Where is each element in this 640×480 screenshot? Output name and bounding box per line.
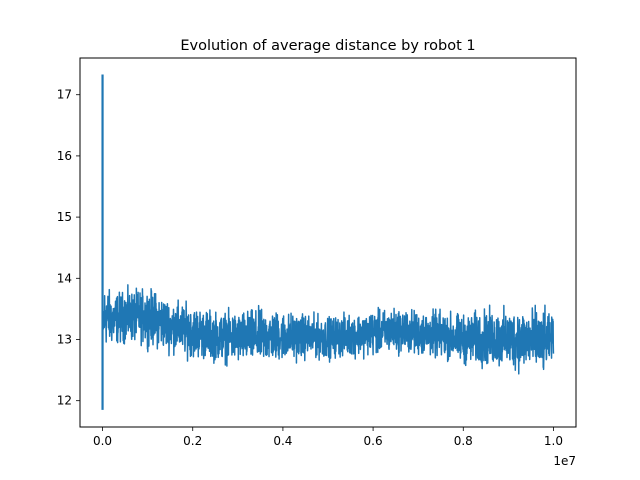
y-tick-label: 17 — [57, 88, 72, 102]
x-axis: 0.0 0.2 0.4 0.6 0.8 1.0 — [93, 427, 563, 448]
series-line — [101, 284, 555, 375]
x-tick-label: 0.0 — [93, 434, 112, 448]
x-tick-label: 0.4 — [273, 434, 292, 448]
y-tick-label: 12 — [57, 394, 72, 408]
x-tick-label: 0.6 — [364, 434, 383, 448]
x-tick-label: 0.8 — [454, 434, 473, 448]
y-axis: 12 13 14 15 16 17 — [57, 88, 80, 408]
y-tick-label: 16 — [57, 149, 72, 163]
x-axis-offset-label: 1e7 — [553, 454, 576, 468]
x-tick-label: 1.0 — [544, 434, 563, 448]
y-tick-label: 13 — [57, 332, 72, 346]
plot-frame — [79, 57, 577, 428]
y-tick-label: 14 — [57, 271, 72, 285]
y-tick-label: 15 — [57, 210, 72, 224]
plot-area — [101, 74, 555, 410]
chart-title: Evolution of average distance by robot 1 — [180, 38, 475, 54]
x-tick-label: 0.2 — [183, 434, 202, 448]
